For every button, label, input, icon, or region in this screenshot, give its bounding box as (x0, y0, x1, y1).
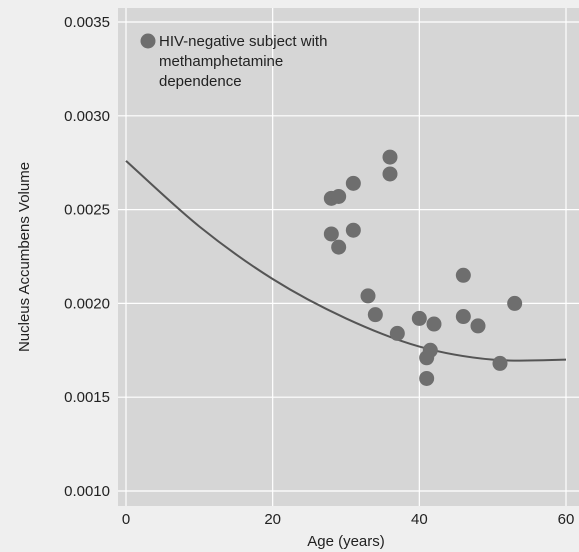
data-point (331, 239, 347, 255)
data-point (382, 149, 398, 165)
x-tick-label: 20 (264, 511, 281, 528)
y-tick-label: 0.0025 (64, 202, 110, 219)
data-point (411, 310, 427, 326)
x-axis-title: Age (years) (307, 533, 385, 550)
data-point (422, 342, 438, 358)
y-tick-label: 0.0020 (64, 295, 110, 312)
x-tick-label: 0 (122, 511, 130, 528)
data-point (455, 267, 471, 283)
plot-area (118, 8, 579, 506)
legend-label-line: HIV-negative subject with (159, 33, 327, 50)
x-tick-label: 60 (558, 511, 575, 528)
y-axis-title: Nucleus Accumbens Volume (16, 162, 33, 352)
legend-label: HIV-negative subject with methamphetamine… (159, 33, 327, 90)
y-tick-label: 0.0015 (64, 389, 110, 406)
legend-marker (140, 33, 156, 49)
fit-curve-layer (125, 160, 567, 362)
data-point (323, 226, 339, 242)
data-point (492, 355, 508, 371)
tick-labels: 0 20 40 60 0.0010 0.0015 0.0020 0.0025 0.0030 0.0… (64, 14, 574, 528)
y-tick-label: 0.0010 (64, 483, 110, 500)
x-tick-label: 40 (411, 511, 428, 528)
y-tick-label: 0.0030 (64, 108, 110, 125)
legend-label-line: methamphetamine (159, 53, 283, 70)
y-tick-label: 0.0035 (64, 14, 110, 31)
data-point (455, 309, 471, 325)
data-point (345, 175, 361, 191)
data-point (345, 222, 361, 238)
data-point (470, 318, 486, 334)
data-point (419, 370, 435, 386)
data-point (426, 316, 442, 332)
data-point (389, 325, 405, 341)
data-point (507, 295, 523, 311)
data-points (323, 149, 523, 386)
data-point (331, 188, 347, 204)
gridlines (118, 8, 579, 506)
data-point (360, 288, 376, 304)
data-point (367, 307, 383, 323)
legend: HIV-negative subject with methamphetamine… (140, 33, 327, 90)
fit-curve (125, 160, 567, 362)
legend-label-line: dependence (159, 73, 242, 90)
data-point (382, 166, 398, 182)
